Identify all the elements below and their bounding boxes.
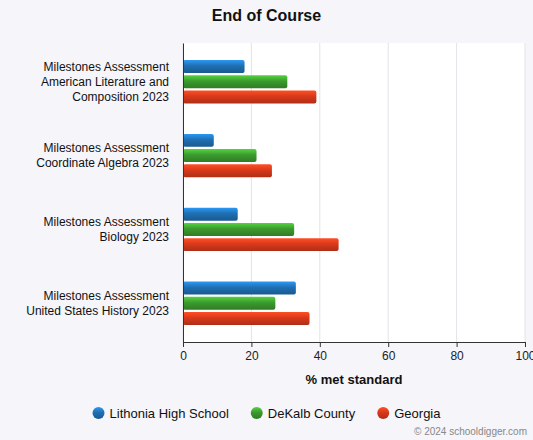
legend-swatch xyxy=(377,407,389,419)
x-tick-label: 40 xyxy=(314,349,328,363)
category-label: Milestones AssessmentAmerican Literature… xyxy=(41,60,170,104)
bar xyxy=(183,208,238,221)
legend-label: Georgia xyxy=(394,406,441,421)
x-tick-label: 100 xyxy=(515,349,533,363)
x-tick: 80 xyxy=(450,342,464,363)
bar xyxy=(183,238,339,251)
category-label-line: Coordinate Algebra 2023 xyxy=(36,156,169,170)
legend-swatch xyxy=(93,407,105,419)
x-tick-mark xyxy=(457,342,458,347)
bar xyxy=(183,60,245,73)
bars xyxy=(183,60,339,325)
bar xyxy=(183,75,287,88)
category-label: Milestones AssessmentBiology 2023 xyxy=(44,215,170,244)
category-label-line: Milestones Assessment xyxy=(44,289,170,303)
chart-svg: End of Course 0 20 40 60 80 100 Milestones Asse… xyxy=(0,0,533,440)
grid-line xyxy=(183,43,184,342)
x-tick: 0 xyxy=(180,342,187,363)
y-tick: Milestones AssessmentUnited States Histo… xyxy=(26,289,183,318)
x-tick-label: 0 xyxy=(180,349,187,363)
x-tick-label: 60 xyxy=(382,349,396,363)
category-label-line: Composition 2023 xyxy=(72,90,169,104)
title: End of Course xyxy=(212,7,321,24)
bar xyxy=(183,223,294,236)
y-tick: Milestones AssessmentAmerican Literature… xyxy=(41,60,183,104)
x-axis-title: % met standard xyxy=(306,372,403,387)
bar xyxy=(183,282,296,295)
y-tick: Milestones AssessmentCoordinate Algebra … xyxy=(36,141,183,170)
grid-line xyxy=(525,43,526,342)
x-axis-line xyxy=(184,343,526,348)
x-tick: 100 xyxy=(515,342,533,363)
grid xyxy=(183,43,525,342)
category-label-line: Milestones Assessment xyxy=(44,215,170,229)
x-tick: 20 xyxy=(245,342,259,363)
x-tick-mark xyxy=(525,342,526,347)
bar xyxy=(183,164,272,177)
x-tick-mark xyxy=(251,342,252,347)
bar xyxy=(183,149,257,162)
background xyxy=(0,0,533,440)
category-label-line: American Literature and xyxy=(41,75,169,89)
plot-area xyxy=(183,43,525,342)
legend-label: DeKalb County xyxy=(268,406,356,421)
legend-item: Georgia xyxy=(377,406,441,421)
bar xyxy=(183,91,316,104)
category-label-line: Milestones Assessment xyxy=(44,141,170,155)
x-tick-mark xyxy=(183,342,184,347)
legend-item: Lithonia High School xyxy=(93,406,229,421)
x-tick-label: 80 xyxy=(450,349,464,363)
legend-swatch xyxy=(251,407,263,419)
x-tick-mark xyxy=(388,342,389,347)
legend-item: DeKalb County xyxy=(251,406,356,421)
grid-line xyxy=(319,43,320,342)
x-tick: 40 xyxy=(314,342,328,363)
y-axis-line xyxy=(183,44,184,343)
legend-label: Lithonia High School xyxy=(110,406,229,421)
category-label-line: United States History 2023 xyxy=(26,304,169,318)
y-axis: Milestones AssessmentAmerican Literature… xyxy=(26,44,183,343)
x-tick-mark xyxy=(320,342,321,347)
bar xyxy=(183,297,275,310)
y-tick: Milestones AssessmentBiology 2023 xyxy=(44,215,183,244)
grid-line xyxy=(388,43,389,342)
caption: © 2024 schooldigger.com xyxy=(414,426,527,437)
grid-line xyxy=(456,43,457,342)
bar xyxy=(183,134,214,147)
x-tick-label: 20 xyxy=(245,349,259,363)
category-label: Milestones AssessmentUnited States Histo… xyxy=(26,289,169,318)
legend: Lithonia High School DeKalb County Georgia xyxy=(93,406,442,421)
category-label-line: Milestones Assessment xyxy=(44,60,170,74)
x-axis: 0 20 40 60 80 100 xyxy=(180,342,533,363)
category-label-line: Biology 2023 xyxy=(100,230,170,244)
category-label: Milestones AssessmentCoordinate Algebra … xyxy=(36,141,169,170)
bar xyxy=(183,312,310,325)
x-tick: 60 xyxy=(382,342,396,363)
